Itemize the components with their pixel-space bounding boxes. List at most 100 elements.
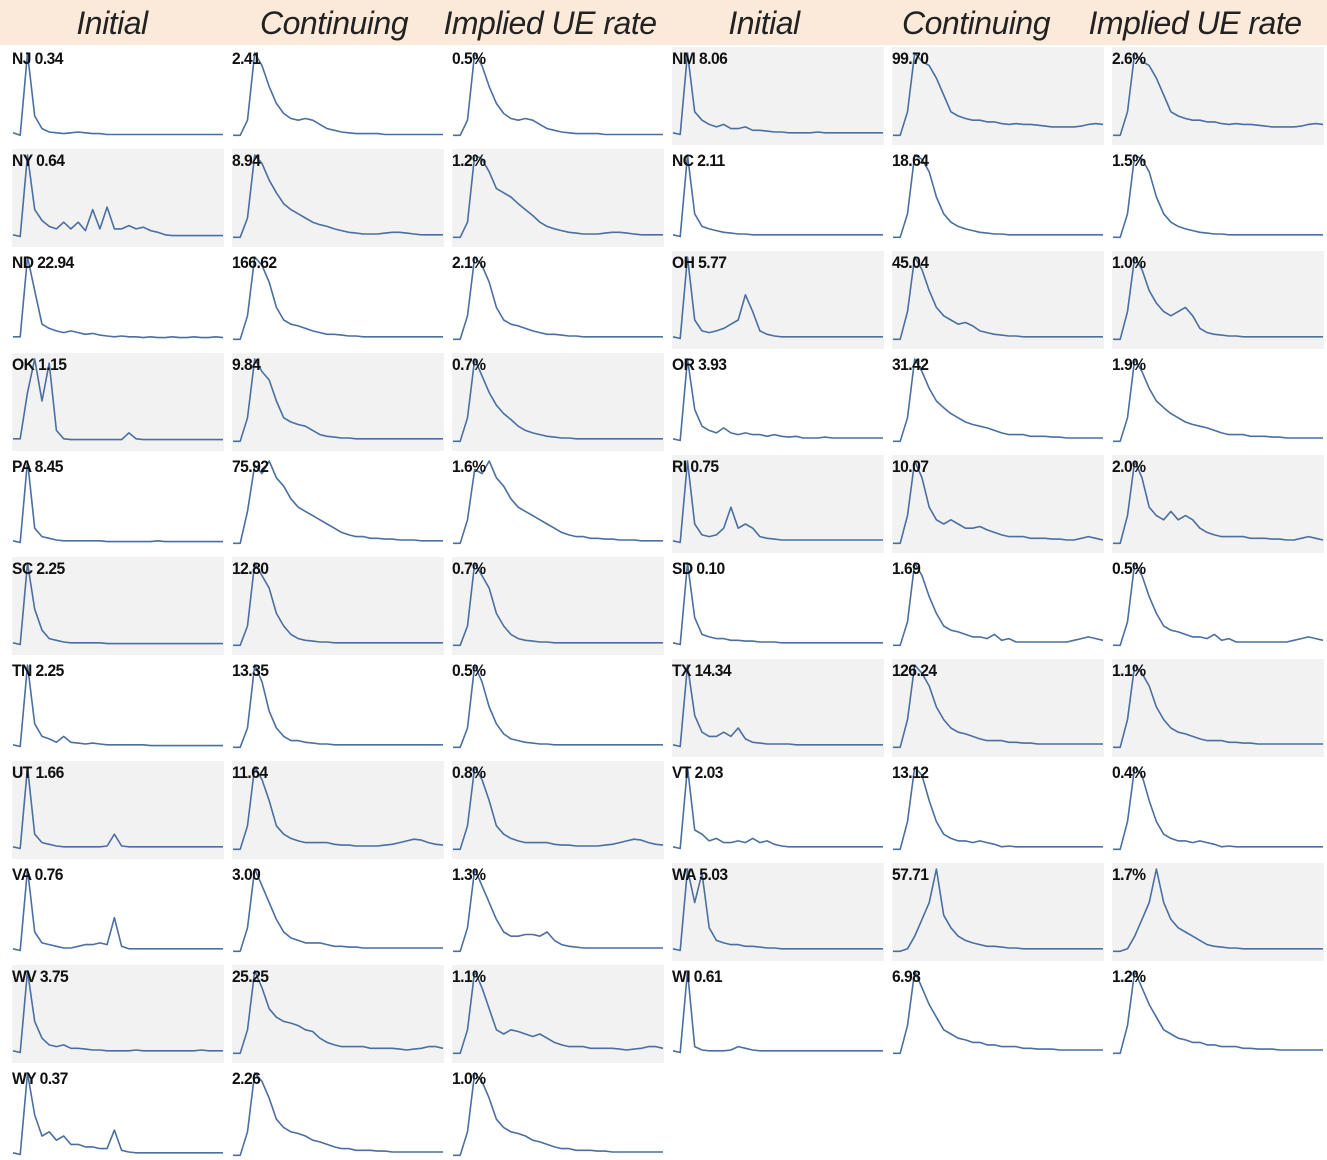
panel-label: 0.5% bbox=[452, 49, 486, 68]
panel-oh-initial: OH 5.77 bbox=[672, 251, 884, 349]
panel-label: 31.42 bbox=[892, 355, 929, 374]
sparkline-svg bbox=[672, 562, 883, 646]
panel-ny-ue-rate: 1.2% bbox=[452, 149, 664, 247]
panel-or-continuing: 31.42 bbox=[892, 353, 1104, 451]
panel-tn-continuing: 13.35 bbox=[232, 659, 444, 757]
panel-label: OR 3.93 bbox=[672, 355, 727, 374]
panel-ut-continuing: 11.64 bbox=[232, 761, 444, 859]
sparkline-svg bbox=[12, 562, 223, 646]
panel-or-initial: OR 3.93 bbox=[672, 353, 884, 451]
panel-label: 57.71 bbox=[892, 865, 929, 884]
panel-nc-ue-rate: 1.5% bbox=[1112, 149, 1324, 247]
sparkline-svg bbox=[453, 562, 663, 647]
series-line-tx-ue-rate bbox=[1113, 664, 1323, 749]
panel-tn-initial: TN 2.25 bbox=[12, 659, 224, 757]
panel-ok-ue-rate: 0.7% bbox=[452, 353, 664, 451]
sparkline-svg bbox=[233, 1072, 443, 1157]
panel-label: SD 0.10 bbox=[672, 559, 725, 578]
header-band bbox=[0, 0, 1327, 45]
sparkline-svg bbox=[453, 868, 663, 953]
panel-label: RI 0.75 bbox=[672, 457, 719, 476]
panel-ut-initial: UT 1.66 bbox=[12, 761, 224, 859]
header-initial-left: Initial bbox=[76, 5, 148, 41]
series-line-nc-initial bbox=[672, 154, 883, 238]
panel-label: WA 5.03 bbox=[672, 865, 728, 884]
panel-wv-ue-rate: 1.1% bbox=[452, 965, 664, 1063]
panel-label: VT 2.03 bbox=[672, 763, 723, 782]
series-line-sc-initial bbox=[12, 562, 223, 646]
series-line-va-initial bbox=[12, 868, 223, 952]
sparkline-svg bbox=[453, 970, 664, 1055]
sparkline-svg bbox=[1113, 766, 1323, 851]
series-line-va-ue-rate bbox=[453, 868, 663, 953]
panel-nj-ue-rate: 0.5% bbox=[452, 47, 664, 145]
panel-label: 1.2% bbox=[1112, 967, 1146, 986]
series-line-vt-ue-rate bbox=[1113, 766, 1323, 851]
panel-label: 13.35 bbox=[232, 661, 269, 680]
panel-sd-initial: SD 0.10 bbox=[672, 557, 884, 655]
panel-nd-continuing: 166.62 bbox=[232, 251, 444, 349]
panel-nj-initial: NJ 0.34 bbox=[12, 47, 224, 145]
series-line-sc-continuing bbox=[233, 562, 443, 647]
panel-wi-continuing: 6.98 bbox=[892, 965, 1104, 1063]
panel-label: NJ 0.34 bbox=[12, 49, 63, 68]
panel-label: 126.24 bbox=[892, 661, 937, 680]
panel-nd-initial: ND 22.94 bbox=[12, 251, 224, 349]
series-line-oh-continuing bbox=[893, 256, 1103, 341]
sparkline-svg bbox=[672, 256, 883, 340]
sparkline-svg bbox=[12, 154, 223, 238]
sparkline-svg bbox=[672, 460, 883, 544]
series-line-ut-continuing bbox=[233, 766, 444, 851]
sparkline-svg bbox=[12, 1072, 223, 1156]
sparkline-svg bbox=[12, 766, 223, 850]
panel-tx-continuing: 126.24 bbox=[892, 659, 1104, 757]
panel-label: 1.1% bbox=[1112, 661, 1146, 680]
panel-label: 1.7% bbox=[1112, 865, 1146, 884]
panel-label: VA 0.76 bbox=[12, 865, 63, 884]
sparkline-svg bbox=[233, 52, 443, 137]
panel-pa-initial: PA 8.45 bbox=[12, 455, 224, 553]
series-line-tn-ue-rate bbox=[453, 664, 663, 749]
panel-sc-initial: SC 2.25 bbox=[12, 557, 224, 655]
series-line-wi-continuing bbox=[893, 970, 1103, 1055]
sparkline-svg bbox=[12, 868, 223, 952]
panel-label: TN 2.25 bbox=[12, 661, 64, 680]
sparkline-svg bbox=[672, 52, 883, 136]
sparkline-svg bbox=[893, 766, 1103, 851]
header-ue-rate-right: Implied UE rate bbox=[1088, 5, 1302, 41]
series-line-sd-ue-rate bbox=[1113, 562, 1324, 647]
sparkline-svg bbox=[672, 766, 883, 850]
sparkline-svg bbox=[1113, 256, 1323, 341]
series-line-wv-continuing bbox=[233, 970, 444, 1055]
panel-label: ND 22.94 bbox=[12, 253, 74, 272]
sparkline-svg bbox=[893, 970, 1103, 1055]
panel-label: 1.1% bbox=[452, 967, 486, 986]
sparkline-svg bbox=[1113, 562, 1324, 647]
panel-label: 9.84 bbox=[232, 355, 261, 374]
panel-ri-continuing: 10.07 bbox=[892, 455, 1104, 553]
sparkline-svg bbox=[1113, 460, 1324, 545]
panel-label: 2.6% bbox=[1112, 49, 1146, 68]
sparkline-svg bbox=[672, 970, 883, 1054]
panel-label: 45.04 bbox=[892, 253, 929, 272]
panel-label: 1.5% bbox=[1112, 151, 1146, 170]
panel-label: 12.80 bbox=[232, 559, 269, 578]
series-line-wa-initial bbox=[672, 868, 883, 952]
sparkline-svg bbox=[893, 52, 1104, 137]
series-line-oh-ue-rate bbox=[1113, 256, 1323, 341]
sparkline-svg bbox=[1113, 358, 1323, 443]
sparkline-svg bbox=[893, 868, 1103, 953]
panel-wv-initial: WV 3.75 bbox=[12, 965, 224, 1063]
series-line-tx-continuing bbox=[893, 664, 1103, 749]
panel-wy-initial: WY 0.37 bbox=[12, 1067, 224, 1160]
series-line-sd-continuing bbox=[893, 562, 1104, 647]
panel-label: NM 8.06 bbox=[672, 49, 728, 68]
panel-label: 11.64 bbox=[232, 763, 268, 782]
panel-label: WV 3.75 bbox=[12, 967, 69, 986]
panel-nc-continuing: 18.64 bbox=[892, 149, 1104, 247]
series-line-nd-initial bbox=[13, 256, 224, 339]
series-line-nd-continuing bbox=[233, 256, 443, 341]
panel-pa-ue-rate: 1.6% bbox=[452, 455, 664, 553]
panel-nd-ue-rate: 2.1% bbox=[452, 251, 664, 349]
series-line-tn-initial bbox=[12, 664, 223, 748]
